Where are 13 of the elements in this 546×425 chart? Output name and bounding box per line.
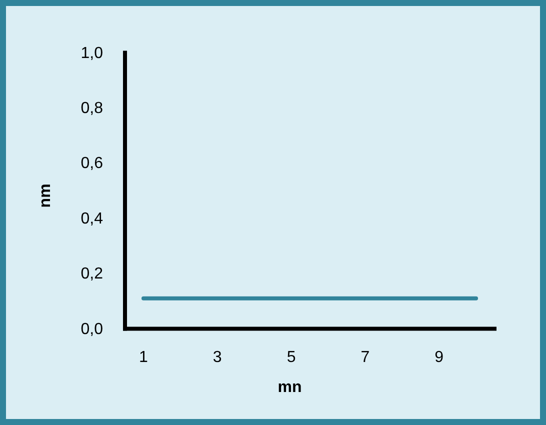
x-tick-label: 7 xyxy=(360,349,370,366)
y-axis-title: nm xyxy=(37,184,54,208)
y-tick-label: 0,2 xyxy=(80,266,104,283)
y-tick-label: 1,0 xyxy=(80,44,104,62)
y-tick-label: 0,6 xyxy=(80,155,104,172)
x-tick-label: 5 xyxy=(286,349,296,366)
x-tick-label: 3 xyxy=(212,349,222,366)
x-tick-label: 9 xyxy=(434,349,444,366)
y-tick-label: 0,8 xyxy=(80,100,104,118)
x-tick-label: 1 xyxy=(139,349,148,366)
y-tick-label: 0,0 xyxy=(80,320,104,338)
x-axis-title: mn xyxy=(278,379,302,396)
y-tick-label: 0,4 xyxy=(80,210,104,228)
